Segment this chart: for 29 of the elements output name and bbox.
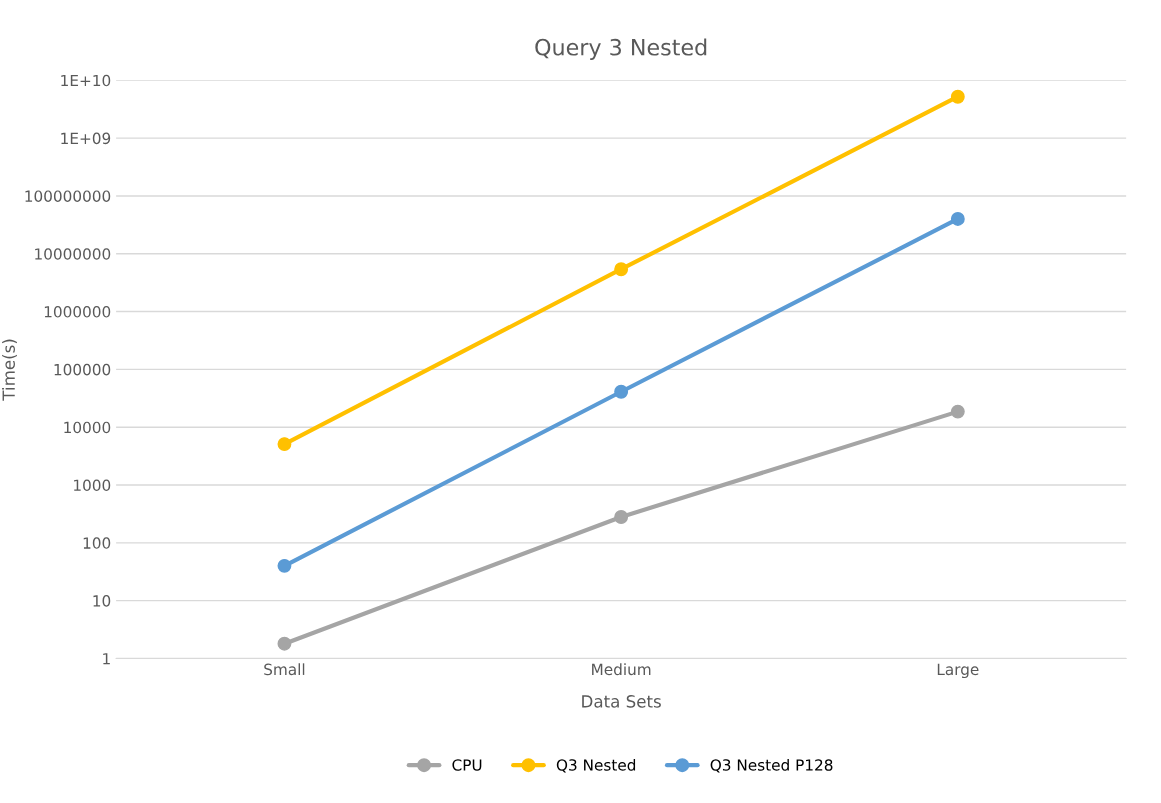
y-tick-label: 10000 [64,421,111,434]
y-tick-label: 10000000 [35,248,111,260]
point [950,404,965,419]
point [614,384,629,399]
y-tick-label: 1E+10 [61,74,111,87]
x-tick-label: Small [264,663,305,676]
y-tick-label: 100000 [54,363,111,376]
y-tick-label: 1 [103,653,110,665]
chart-title: Query 3 Nested [535,38,707,60]
y-axis-title: Time(s) [2,339,17,401]
y-tick-label: 1E+09 [61,132,111,145]
point [277,636,292,651]
y-tick-label: 100 [83,537,111,549]
legend-label: Q3 Nested P128 [710,758,833,773]
point [277,558,292,573]
point [277,437,292,452]
x-tick-label: Large [937,663,979,679]
y-tick-label: 10 [93,595,111,607]
legend-label: CPU [452,759,482,771]
point [950,89,965,104]
point [614,510,629,524]
legend-label: Q3 Nested [556,758,636,773]
y-tick-label: 1000000 [44,306,111,318]
y-tick-label: 1000 [74,479,111,492]
point [950,211,965,226]
point [614,262,629,277]
x-axis-title: Data Sets [582,695,661,708]
y-tick-label: 100000000 [25,190,111,202]
x-tick-label: Medium [592,663,651,676]
